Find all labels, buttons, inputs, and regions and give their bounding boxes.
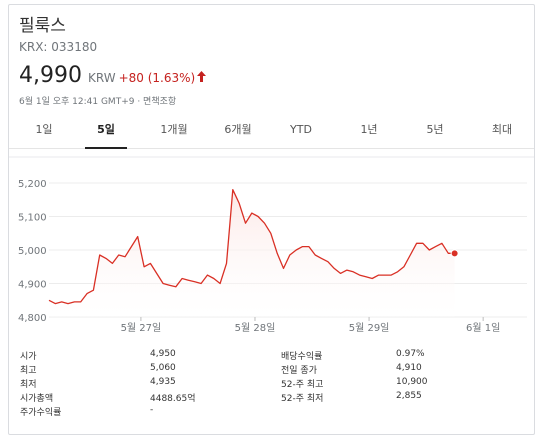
stat-value: 10,900	[396, 377, 428, 387]
x-tick-label: 6월 1일	[466, 322, 500, 334]
stock-card: 필룩스 KRX: 033180 4,990 KRW +80 (1.63%) 6월…	[8, 4, 535, 435]
stat-value: -	[150, 405, 154, 415]
tab-1m[interactable]: 1개월	[160, 123, 188, 136]
price-chart-svg: 5,200 5,100 5,000 4,900 4,800 5월 27일 5월 28일 5월 …	[9, 156, 534, 334]
x-tick-label: 5월 27일	[121, 322, 162, 334]
stat-label: 주가수익률	[20, 408, 62, 418]
stat-row-open: 시가 4,950	[20, 349, 260, 363]
stat-row-prev-close: 전일 종가 4,910	[281, 363, 521, 377]
stat-row-dividend: 배당수익률 0.97%	[281, 349, 521, 363]
price-change: +80 (1.63%)	[118, 71, 196, 85]
price-chart[interactable]: 5,200 5,100 5,000 4,900 4,800 5월 27일 5월 28일 5월 …	[9, 155, 534, 340]
stat-row-52w-low: 52-주 최저 2,855	[281, 391, 521, 405]
stat-value: 4,910	[396, 363, 422, 373]
tab-5d[interactable]: 5일	[85, 113, 127, 149]
quote-timestamp: 6월 1일 오후 12:41 GMT+9 · 면책조항	[19, 97, 177, 107]
stat-value: 4,950	[150, 349, 176, 359]
stat-value: 0.97%	[396, 349, 425, 359]
stat-label: 최고	[20, 366, 37, 376]
y-tick-label: 4,800	[18, 313, 47, 324]
stat-label: 배당수익률	[281, 352, 323, 362]
latest-price-dot	[450, 249, 459, 258]
tab-5y[interactable]: 5년	[426, 123, 444, 136]
stat-value: 2,855	[396, 391, 422, 401]
currency-code: KRW	[87, 71, 116, 85]
stock-ticker: KRX: 033180	[19, 40, 98, 54]
tab-6m[interactable]: 6개월	[224, 123, 252, 136]
arrow-up-icon	[197, 71, 207, 85]
x-tick-label: 5월 28일	[235, 322, 276, 334]
stat-label: 전일 종가	[281, 366, 317, 376]
range-tabs: 1일 5일 1개월 6개월 YTD 1년 5년 최대	[9, 113, 534, 149]
stat-row-pe: 주가수익률 -	[20, 405, 260, 419]
stat-value: 4488.65억	[150, 394, 196, 404]
stat-label: 52-주 최저	[281, 394, 324, 404]
stat-label: 시가총액	[20, 394, 54, 404]
current-price: 4,990	[19, 63, 82, 88]
y-tick-label: 5,200	[18, 179, 47, 190]
price-row: 4,990 KRW +80 (1.63%)	[19, 63, 207, 88]
stat-value: 4,935	[150, 377, 176, 387]
y-tick-label: 5,000	[18, 246, 47, 257]
stat-row-52w-high: 52-주 최고 10,900	[281, 377, 521, 391]
tab-1y[interactable]: 1년	[360, 123, 378, 136]
tab-ytd[interactable]: YTD	[290, 123, 312, 136]
stat-value: 5,060	[150, 363, 176, 373]
x-tick-label: 5월 29일	[349, 322, 390, 334]
stat-label: 최저	[20, 380, 37, 390]
y-tick-label: 4,900	[18, 280, 47, 291]
stat-row-high: 최고 5,060	[20, 363, 260, 377]
stat-label: 52-주 최고	[281, 380, 324, 390]
stat-row-low: 최저 4,935	[20, 377, 260, 391]
y-tick-label: 5,100	[18, 213, 47, 224]
price-area	[49, 189, 455, 317]
price-line	[48, 189, 455, 305]
tab-1d[interactable]: 1일	[35, 123, 53, 136]
stat-label: 시가	[20, 352, 37, 362]
stat-row-mktcap: 시가총액 4488.65억	[20, 391, 260, 405]
tab-max[interactable]: 최대	[491, 123, 513, 136]
stock-name: 필룩스	[19, 16, 66, 36]
